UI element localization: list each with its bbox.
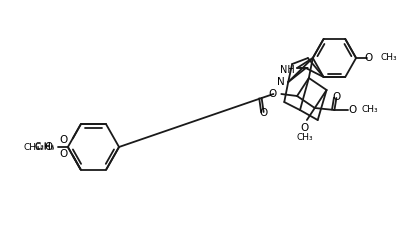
Text: C₂H₅: C₂H₅ xyxy=(35,142,55,151)
Text: O: O xyxy=(301,123,309,133)
Text: CH₃: CH₃ xyxy=(24,142,40,152)
Text: O: O xyxy=(348,105,356,115)
Text: NH: NH xyxy=(280,65,295,75)
Text: N: N xyxy=(276,77,284,87)
Text: O: O xyxy=(332,92,340,102)
Text: CH₃: CH₃ xyxy=(381,54,397,63)
Text: C₂H₅: C₂H₅ xyxy=(35,143,55,152)
Text: O: O xyxy=(268,89,276,99)
Text: O: O xyxy=(365,53,373,63)
Text: O: O xyxy=(60,149,68,158)
Text: CH₃: CH₃ xyxy=(297,134,313,142)
Text: CH₃: CH₃ xyxy=(362,106,378,114)
Text: O: O xyxy=(260,108,268,118)
Text: O: O xyxy=(45,142,53,152)
Text: O: O xyxy=(60,136,68,145)
